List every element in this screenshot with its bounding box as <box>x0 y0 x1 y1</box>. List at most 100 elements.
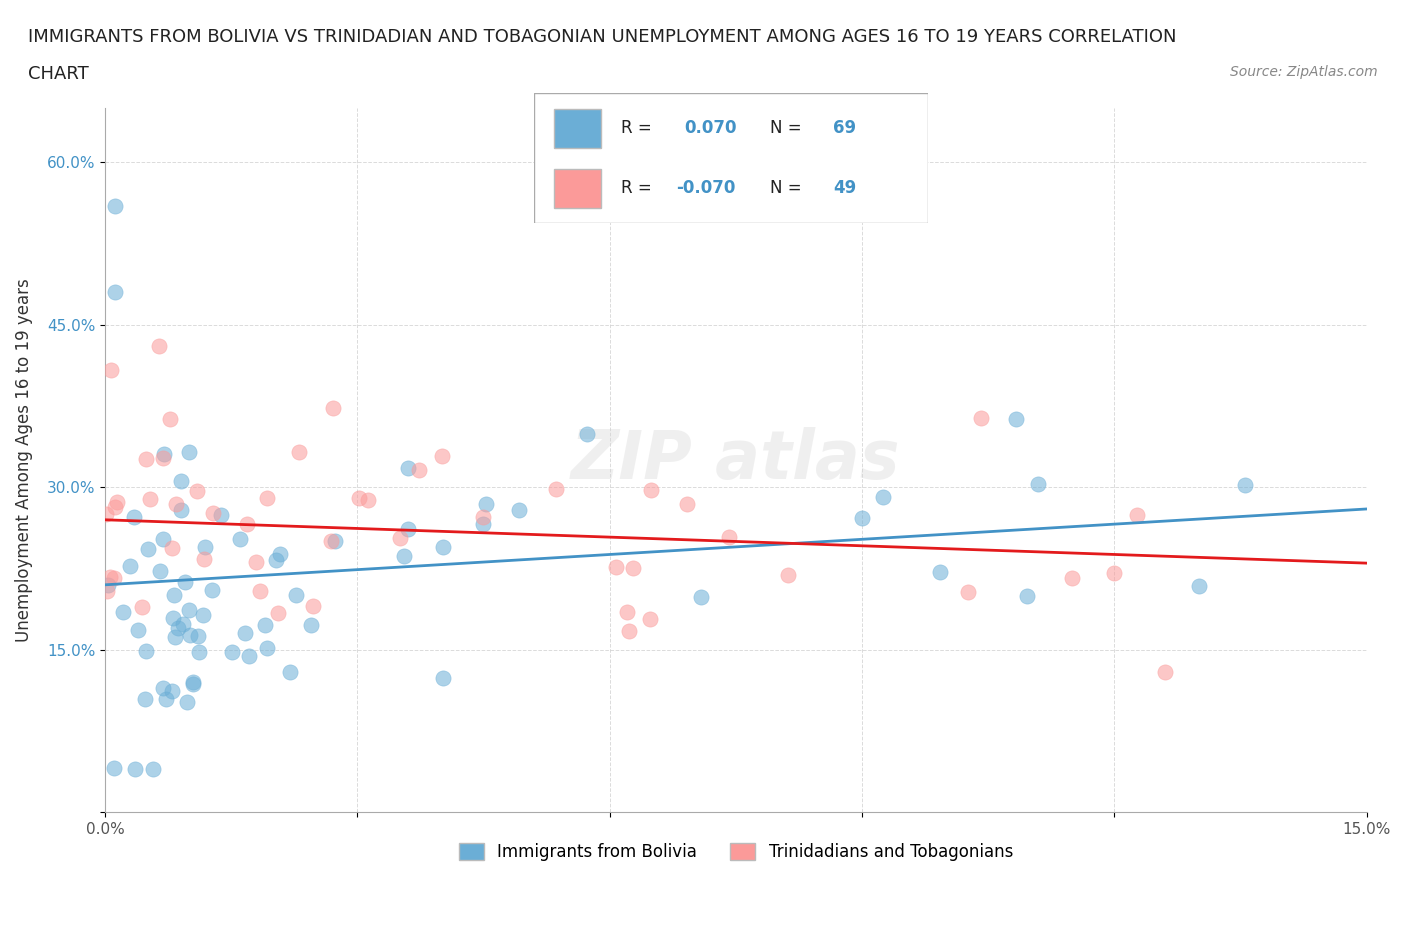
Point <box>104 285 127 299</box>
Point <box>475 497 498 512</box>
Point <box>432 539 454 554</box>
Point <box>152 451 174 466</box>
Point <box>149 564 172 578</box>
Point <box>233 626 256 641</box>
Point <box>162 684 184 698</box>
Point <box>163 588 186 603</box>
Point <box>323 533 346 548</box>
Point <box>209 508 232 523</box>
Point <box>1187 579 1209 594</box>
Point <box>508 502 530 517</box>
Text: 69: 69 <box>834 119 856 137</box>
Point <box>103 761 125 776</box>
Point <box>245 554 267 569</box>
Point <box>96 507 118 522</box>
Point <box>191 607 214 622</box>
Point <box>105 495 128 510</box>
Point <box>676 497 699 512</box>
Point <box>256 490 278 505</box>
Point <box>120 558 142 573</box>
Point <box>162 540 184 555</box>
Bar <box>554 168 602 207</box>
Point <box>408 462 430 477</box>
Point <box>98 570 121 585</box>
Point <box>238 649 260 664</box>
Text: 49: 49 <box>834 179 856 197</box>
Text: ZIP atlas: ZIP atlas <box>571 427 901 493</box>
Point <box>181 677 204 692</box>
Point <box>165 497 187 512</box>
Point <box>179 445 201 459</box>
Point <box>299 618 322 632</box>
Point <box>112 604 135 619</box>
Point <box>153 446 176 461</box>
Point <box>278 664 301 679</box>
Point <box>194 540 217 555</box>
Point <box>229 532 252 547</box>
Point <box>575 427 598 442</box>
Point <box>396 522 419 537</box>
Point <box>159 411 181 426</box>
Point <box>264 552 287 567</box>
Point <box>388 531 411 546</box>
Point <box>162 611 184 626</box>
Point <box>717 530 740 545</box>
Y-axis label: Unemployment Among Ages 16 to 19 years: Unemployment Among Ages 16 to 19 years <box>15 278 32 642</box>
Bar <box>554 109 602 148</box>
Point <box>122 510 145 525</box>
Point <box>1126 508 1149 523</box>
Point <box>269 547 291 562</box>
Point <box>1062 571 1084 586</box>
Text: Source: ZipAtlas.com: Source: ZipAtlas.com <box>1230 65 1378 79</box>
Point <box>148 339 170 353</box>
Point <box>347 490 370 505</box>
Point <box>165 630 187 644</box>
Point <box>1104 565 1126 580</box>
Point <box>187 629 209 644</box>
Point <box>285 587 308 602</box>
Point <box>172 617 194 631</box>
Text: CHART: CHART <box>28 65 89 83</box>
Text: N =: N = <box>770 119 807 137</box>
Point <box>616 605 638 620</box>
Point <box>640 483 662 498</box>
Point <box>176 695 198 710</box>
Point <box>266 605 288 620</box>
Point <box>430 448 453 463</box>
Point <box>617 624 640 639</box>
Point <box>236 517 259 532</box>
Point <box>621 561 644 576</box>
Point <box>249 583 271 598</box>
Point <box>254 618 277 632</box>
Point <box>124 762 146 777</box>
Point <box>1234 477 1257 492</box>
Point <box>638 612 661 627</box>
Point <box>1154 664 1177 679</box>
Point <box>136 542 159 557</box>
Point <box>186 484 208 498</box>
Point <box>256 640 278 655</box>
FancyBboxPatch shape <box>534 93 928 223</box>
Point <box>1017 588 1039 603</box>
Point <box>97 578 120 592</box>
Point <box>103 198 125 213</box>
Point <box>134 692 156 707</box>
Point <box>152 531 174 546</box>
Text: R =: R = <box>621 179 657 197</box>
Point <box>221 644 243 659</box>
Point <box>929 565 952 579</box>
Point <box>321 534 343 549</box>
Point <box>322 401 344 416</box>
Point <box>179 603 201 618</box>
Point <box>135 644 157 659</box>
Point <box>193 551 215 566</box>
Point <box>201 582 224 597</box>
Point <box>152 681 174 696</box>
Point <box>179 628 201 643</box>
Point <box>139 492 162 507</box>
Point <box>1005 412 1028 427</box>
Point <box>872 490 894 505</box>
Point <box>155 692 177 707</box>
Point <box>187 644 209 659</box>
Point <box>472 517 495 532</box>
